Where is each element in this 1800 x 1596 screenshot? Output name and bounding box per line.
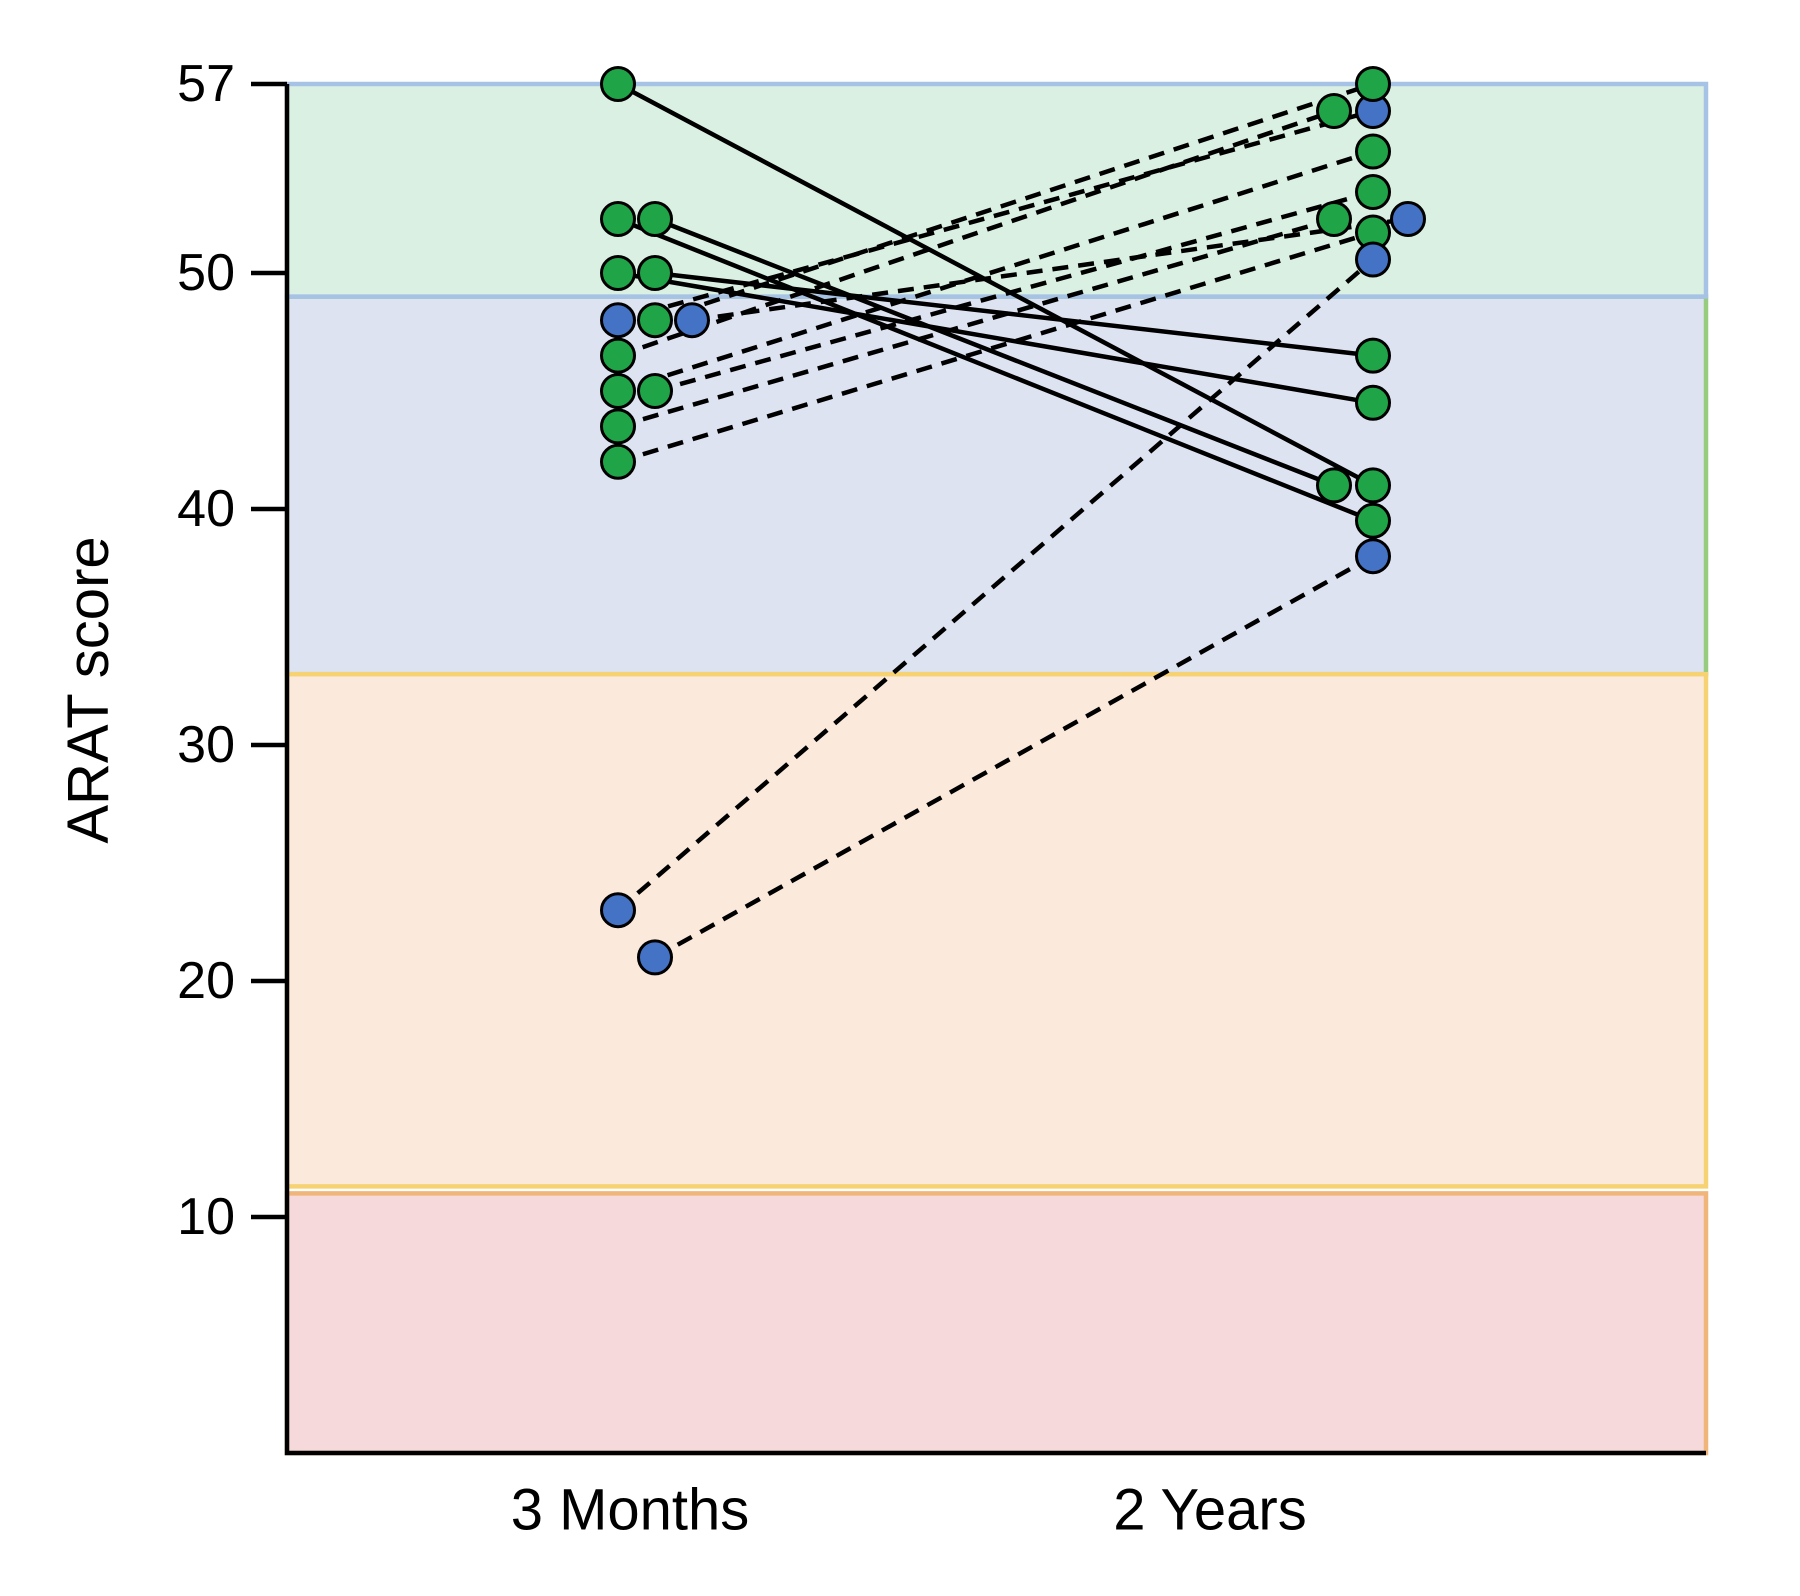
data-point-blue [1355,538,1391,575]
pair-line-dashed [617,108,1335,358]
x-axis-label: 2 Years [1113,1478,1307,1543]
data-point-green [1355,467,1391,504]
score-bands [284,81,1709,1456]
y-tick-label: 40 [177,480,235,538]
data-point-green [600,373,636,409]
data-point-blue [637,939,673,976]
data-point-green [1316,93,1352,129]
data-point-green [600,443,636,480]
pair-line-dashed [616,257,1375,912]
data-point-green [1355,502,1391,539]
data-point-blue [600,892,636,929]
pair-line-solid [654,216,1335,488]
axes [284,84,1706,1456]
data-point-green [1355,337,1391,374]
pair-line-dashed [653,554,1375,960]
pair-line-dashed [617,216,1335,429]
connector-lines [616,81,1409,960]
data-point-green [637,255,673,291]
data-point-green [1355,66,1391,102]
data-point-green [637,373,673,409]
y-tick-label: 20 [177,952,235,1010]
y-axis-title: ARAT score [56,536,121,843]
data-point-green [1355,174,1391,210]
band-high-green [284,81,1709,299]
x-axis-label: 3 Months [511,1478,750,1543]
y-axis-ticks: 57 50 40 30 20 10 [177,55,287,1246]
pair-line-dashed [617,108,1374,323]
data-point-green [637,302,673,339]
y-tick-label: 30 [177,716,235,774]
pair-line-solid [616,82,1375,488]
axis-frame [284,84,1706,1456]
data-point-green [1316,201,1352,237]
pair-line-dashed [654,81,1374,323]
x-axis-labels: 3 Months 2 Years [511,1478,1307,1543]
data-point-green [600,255,636,291]
data-point-blue [674,302,710,339]
data-point-green [600,337,636,374]
band-upper-blue [284,294,1709,677]
data-point-green [600,66,636,102]
y-tick-label: 50 [177,244,235,302]
data-point-blue [600,302,636,339]
pair-line-solid [617,270,1374,406]
data-point-green [1316,467,1352,504]
data-point-green [1355,384,1391,421]
pair-line-dashed [691,216,1409,323]
band-mid-orange [284,671,1709,1189]
pair-line-dashed [617,149,1374,394]
data-point-green [1355,133,1391,170]
pair-line-solid [654,270,1374,358]
data-point-green [637,201,673,237]
band-low-pink [284,1191,1709,1456]
data-point-green [600,408,636,445]
y-tick-label: 10 [177,1188,235,1246]
data-points [600,66,1426,976]
y-tick-label: 57 [177,55,235,113]
data-point-blue [1390,201,1426,237]
data-point-blue [1355,241,1391,278]
pair-line-dashed [654,189,1374,394]
pair-line-dashed [617,230,1374,464]
pair-line-solid [617,216,1374,523]
data-point-green [600,201,636,237]
